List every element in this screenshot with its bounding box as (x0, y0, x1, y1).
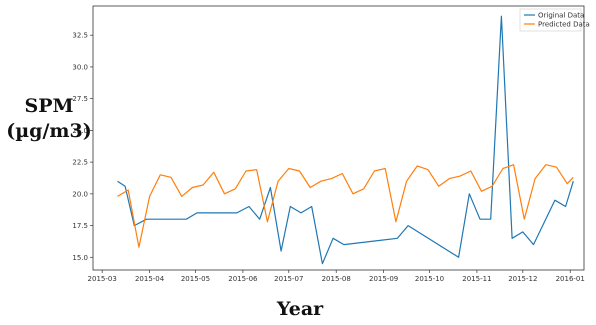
x-tick-label: 2015-03 (88, 275, 117, 283)
x-tick-label: 2015-07 (274, 275, 303, 283)
y-tick-label: 15.0 (72, 254, 88, 262)
y-axis-title: SPM (µg/m3) (4, 94, 94, 144)
x-axis-title: Year (276, 298, 324, 320)
legend: Original Data Predicted Data (519, 8, 590, 32)
y-tick-label: 25.0 (72, 127, 88, 135)
legend-label-predicted: Predicted Data (538, 21, 590, 29)
y-tick-label: 20.0 (72, 190, 88, 198)
series-line-predicted (117, 164, 574, 248)
y-tick-label: 30.0 (72, 63, 88, 71)
x-tick-label: 2015-06 (228, 275, 258, 283)
y-tick-label: 32.5 (72, 32, 88, 40)
y-axis-title-line-2: (µg/m3) (6, 120, 92, 142)
x-tick-label: 2015-08 (322, 275, 351, 283)
series-line-original (117, 15, 574, 265)
plot-area-frame (92, 5, 585, 271)
y-tick-label: 22.5 (72, 159, 88, 167)
y-axis: 15.0 17.5 20.0 22.5 25.0 27.5 30.0 32.5 (72, 32, 93, 262)
x-tick-label: 2015-12 (508, 275, 537, 283)
y-tick-label: 17.5 (72, 222, 88, 230)
x-tick-label: 2015-10 (415, 275, 444, 283)
x-tick-label: 2015-05 (181, 275, 210, 283)
x-tick-label: 2015-09 (369, 275, 398, 283)
y-axis-title-line-1: SPM (24, 95, 74, 117)
legend-label-original: Original Data (538, 12, 584, 20)
y-tick-label: 27.5 (72, 95, 88, 103)
x-tick-label: 2015-11 (462, 275, 491, 283)
x-tick-label: 2016-01 (556, 275, 585, 283)
x-tick-label: 2015-04 (135, 275, 165, 283)
x-axis: 2015-03 2015-04 2015-05 2015-06 2015-07 2015-… (88, 270, 585, 283)
legend-box (519, 8, 582, 32)
series-lines (117, 15, 574, 265)
